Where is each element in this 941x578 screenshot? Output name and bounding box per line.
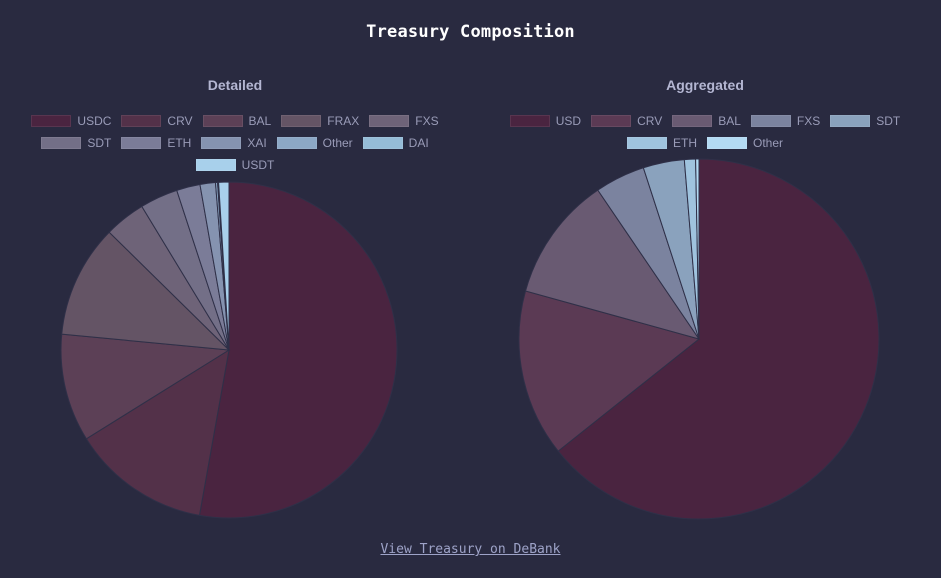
detailed-pie-slice-bal[interactable] (60, 333, 231, 440)
detailed-legend-item-fxs[interactable]: FXS (369, 113, 439, 128)
aggregated-legend-swatch-sdt (830, 114, 871, 127)
detailed-legend-label-usdt: USDT (241, 157, 275, 172)
aggregated-legend-label-bal: BAL (718, 113, 741, 128)
aggregated-chart-legend: USD CRV BAL FXS SDT ETH Other (480, 113, 930, 150)
aggregated-legend-label-usd: USD (555, 113, 582, 128)
detailed-legend-label-eth: ETH (167, 135, 192, 150)
detailed-legend-item-frax[interactable]: FRAX (281, 113, 359, 128)
aggregated-chart-title: Aggregated (666, 77, 744, 93)
detailed-pie-slice-frax[interactable] (61, 231, 231, 351)
detailed-chart-legend: USDC CRV BAL FRAX FXS SDT ETH XAI Other DAI USDT (10, 113, 460, 172)
aggregated-legend-item-other[interactable]: Other (706, 135, 783, 150)
aggregated-legend-item-crv[interactable]: CRV (591, 113, 662, 128)
detailed-legend-label-bal: BAL (248, 113, 272, 128)
detailed-legend-swatch-bal (202, 114, 243, 127)
detailed-legend-swatch-fxs (369, 114, 410, 127)
aggregated-legend-swatch-usd (509, 114, 550, 127)
page-title: Treasury Composition (366, 22, 575, 42)
detailed-legend-item-crv[interactable]: CRV (121, 113, 193, 128)
detailed-legend-item-xai[interactable]: XAI (201, 135, 267, 150)
detailed-legend-label-other: Other (322, 135, 353, 150)
detailed-legend-item-sdt[interactable]: SDT (41, 135, 111, 150)
detailed-legend-label-xai: XAI (247, 135, 267, 150)
detailed-legend-item-usdc[interactable]: USDC (31, 113, 111, 128)
detailed-legend-swatch-usdt (195, 158, 236, 171)
detailed-legend-item-eth[interactable]: ETH (121, 135, 191, 150)
detailed-legend-swatch-crv (121, 114, 162, 127)
aggregated-legend-label-sdt: SDT (876, 113, 901, 128)
detailed-pie-slice-crv[interactable] (85, 348, 230, 516)
detailed-legend-item-dai[interactable]: DAI (362, 135, 429, 150)
aggregated-legend-swatch-crv (591, 114, 632, 127)
aggregated-legend-swatch-other (706, 136, 747, 149)
aggregated-pie-chart (518, 158, 880, 520)
detailed-legend-label-sdt: SDT (87, 135, 112, 150)
detailed-legend-swatch-usdc (31, 114, 72, 127)
aggregated-legend-swatch-eth (626, 136, 667, 149)
aggregated-legend-label-fxs: FXS (796, 113, 821, 128)
detailed-legend-label-dai: DAI (408, 135, 429, 150)
detailed-legend-item-bal[interactable]: BAL (202, 113, 272, 128)
aggregated-legend-label-eth: ETH (672, 135, 697, 150)
detailed-legend-swatch-dai (362, 136, 403, 149)
detailed-chart-panel: Detailed USDC CRV BAL FRAX FXS SDT ETH XAI Other… (0, 0, 470, 540)
detailed-legend-swatch-xai (201, 136, 242, 149)
view-treasury-on-debank-link[interactable]: View Treasury on DeBank (380, 542, 561, 557)
aggregated-pie-slice-other[interactable] (695, 158, 700, 340)
detailed-pie-slice-usdt[interactable] (218, 181, 230, 351)
detailed-chart-title: Detailed (207, 77, 263, 93)
aggregated-legend-item-eth[interactable]: ETH (626, 135, 697, 150)
detailed-legend-swatch-frax (281, 114, 322, 127)
aggregated-legend-item-bal[interactable]: BAL (672, 113, 741, 128)
detailed-legend-item-other[interactable]: Other (276, 135, 353, 150)
detailed-legend-label-crv: CRV (167, 113, 193, 128)
detailed-legend-label-usdc: USDC (77, 113, 112, 128)
aggregated-legend-item-usd[interactable]: USD (509, 113, 582, 128)
detailed-legend-swatch-sdt (41, 136, 82, 149)
detailed-legend-label-frax: FRAX (327, 113, 360, 128)
aggregated-pie-slice-bal[interactable] (524, 189, 701, 340)
aggregated-pie-slice-usd[interactable] (557, 158, 880, 520)
aggregated-legend-item-fxs[interactable]: FXS (750, 113, 821, 128)
aggregated-pie-slice-crv[interactable] (518, 290, 701, 452)
detailed-legend-swatch-eth (121, 136, 162, 149)
aggregated-chart-panel: Aggregated USD CRV BAL FXS SDT ETH Other (470, 0, 940, 540)
aggregated-legend-label-other: Other (752, 135, 783, 150)
aggregated-legend-item-sdt[interactable]: SDT (830, 113, 900, 128)
detailed-pie-chart (60, 181, 398, 519)
aggregated-legend-swatch-fxs (750, 114, 791, 127)
detailed-pie-slice-usdc[interactable] (198, 181, 398, 519)
aggregated-legend-label-crv: CRV (637, 113, 663, 128)
detailed-legend-item-usdt[interactable]: USDT (195, 157, 275, 172)
detailed-legend-swatch-other (276, 136, 317, 149)
aggregated-legend-swatch-bal (672, 114, 713, 127)
detailed-legend-label-fxs: FXS (415, 113, 439, 128)
